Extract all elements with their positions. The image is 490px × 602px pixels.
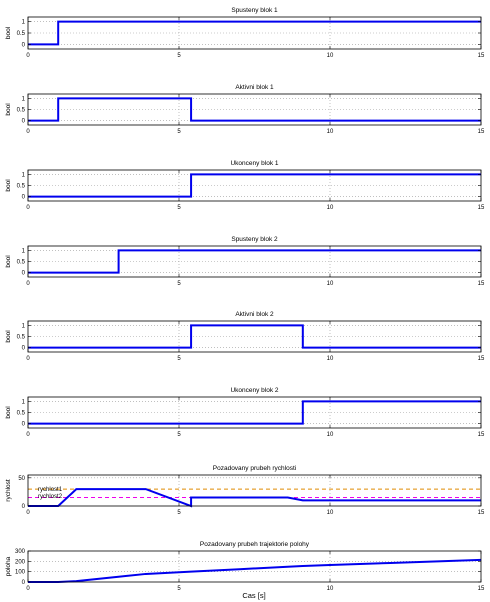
x-tick-label: 10 bbox=[327, 129, 334, 135]
x-tick-label: 10 bbox=[327, 205, 334, 211]
y-axis-label: bool bbox=[5, 330, 12, 343]
subplot-title: Ukonceny blok 2 bbox=[230, 387, 278, 394]
y-tick-label: 1 bbox=[22, 172, 26, 178]
x-tick-label: 5 bbox=[177, 53, 181, 59]
series-line-1 bbox=[28, 173, 481, 198]
x-tick-label: 0 bbox=[26, 432, 30, 438]
x-tick-label: 10 bbox=[327, 510, 334, 516]
subplot-title: Pozadovany prubeh trajektorie polohy bbox=[200, 541, 310, 548]
annotation-label: rychlost2 bbox=[38, 494, 63, 500]
x-tick-label: 0 bbox=[26, 205, 30, 211]
x-tick-label: 0 bbox=[26, 129, 30, 135]
y-tick-label: 0 bbox=[22, 422, 26, 428]
subplot-4: Spusteny blok 2 0 5 10 15 0 0.5 1 bool bbox=[5, 236, 485, 287]
y-axis-label: bool bbox=[5, 406, 12, 419]
x-tick-label: 15 bbox=[478, 586, 485, 592]
subplot-8: Pozadovany prubeh trajektorie polohy 0 5 10… bbox=[5, 541, 485, 592]
x-tick-label: 10 bbox=[327, 356, 334, 362]
y-tick-label: 0 bbox=[22, 195, 26, 201]
x-tick-label: 5 bbox=[177, 205, 181, 211]
x-tick-label: 15 bbox=[478, 129, 485, 135]
x-tick-label: 0 bbox=[26, 281, 30, 287]
x-tick-label: 5 bbox=[177, 356, 181, 362]
x-tick-label: 0 bbox=[26, 510, 30, 516]
x-tick-label: 0 bbox=[26, 356, 30, 362]
x-tick-label: 10 bbox=[327, 586, 334, 592]
x-tick-label: 5 bbox=[177, 432, 181, 438]
x-tick-label: 15 bbox=[478, 510, 485, 516]
series-line-1 bbox=[28, 249, 481, 274]
y-axis-label: bool bbox=[5, 26, 12, 39]
y-axis-label: bool bbox=[5, 179, 12, 192]
x-tick-label: 15 bbox=[478, 432, 485, 438]
y-tick-label: 300 bbox=[15, 549, 26, 555]
y-tick-label: 100 bbox=[15, 570, 26, 576]
subplot-title: Aktivni blok 1 bbox=[235, 84, 274, 91]
y-tick-label: 50 bbox=[18, 476, 25, 482]
y-tick-label: 0.5 bbox=[17, 260, 26, 266]
y-tick-label: 0.5 bbox=[17, 335, 26, 341]
y-tick-label: 0 bbox=[22, 580, 26, 586]
x-tick-label: 5 bbox=[177, 281, 181, 287]
y-tick-label: 0.5 bbox=[17, 411, 26, 417]
y-tick-label: 0 bbox=[22, 271, 26, 277]
x-tick-label: 10 bbox=[327, 432, 334, 438]
y-tick-label: 0.5 bbox=[17, 108, 26, 114]
y-tick-label: 200 bbox=[15, 559, 26, 565]
x-tick-label: 0 bbox=[26, 586, 30, 592]
series-line-1 bbox=[28, 97, 481, 122]
series-line-1 bbox=[28, 324, 481, 349]
x-tick-label: 5 bbox=[177, 586, 181, 592]
x-tick-label: 0 bbox=[26, 53, 30, 59]
y-tick-label: 1 bbox=[22, 323, 26, 329]
subplot-3: Ukonceny blok 1 0 5 10 15 0 0.5 1 bool bbox=[5, 160, 485, 211]
y-tick-label: 0 bbox=[22, 42, 26, 48]
subplot-title: Pozadovany prubeh rychlosti bbox=[213, 465, 296, 472]
subplot-5: Aktivni blok 2 0 5 10 15 0 0.5 1 bool bbox=[5, 311, 485, 362]
y-tick-label: 0.5 bbox=[17, 31, 26, 37]
y-axis-label: bool bbox=[5, 103, 12, 116]
subplot-7: Pozadovany prubeh rychlostirychlost1rych… bbox=[5, 465, 485, 516]
subplot-title: Spusteny blok 1 bbox=[231, 7, 278, 14]
y-axis-label: rychlost bbox=[5, 479, 12, 502]
y-tick-label: 1 bbox=[22, 399, 26, 405]
series-line-1 bbox=[28, 400, 481, 425]
x-tick-label: 10 bbox=[327, 53, 334, 59]
y-axis-label: poloha bbox=[5, 556, 12, 576]
x-tick-label: 5 bbox=[177, 510, 181, 516]
axes-frame bbox=[27, 550, 482, 583]
subplot-1: Spusteny blok 1 0 5 10 15 0 0.5 1 bool bbox=[5, 7, 485, 59]
subplot-title: Aktivni blok 2 bbox=[235, 311, 274, 318]
series-line-1 bbox=[28, 20, 481, 46]
y-tick-label: 1 bbox=[22, 248, 26, 254]
x-tick-label: 5 bbox=[177, 129, 181, 135]
x-tick-label: 15 bbox=[478, 53, 485, 59]
y-tick-label: 0 bbox=[22, 119, 26, 125]
annotation-label: rychlost1 bbox=[38, 487, 63, 493]
subplot-6: Ukonceny blok 2 0 5 10 15 0 0.5 1 bool bbox=[5, 387, 485, 438]
y-tick-label: 0.5 bbox=[17, 184, 26, 190]
y-tick-label: 1 bbox=[22, 20, 26, 26]
y-tick-label: 1 bbox=[22, 96, 26, 102]
x-tick-label: 10 bbox=[327, 281, 334, 287]
subplot-2: Aktivni blok 1 0 5 10 15 0 0.5 1 bool bbox=[5, 84, 485, 135]
axes-frame bbox=[27, 474, 482, 507]
x-tick-label: 15 bbox=[478, 356, 485, 362]
subplot-title: Spusteny blok 2 bbox=[231, 236, 278, 243]
x-tick-label: 15 bbox=[478, 205, 485, 211]
figure-x-axis-label: Cas [s] bbox=[242, 591, 265, 600]
subplot-title: Ukonceny blok 1 bbox=[230, 160, 278, 167]
series-line-1 bbox=[28, 558, 482, 583]
y-axis-label: bool bbox=[5, 255, 12, 268]
y-tick-label: 0 bbox=[22, 346, 26, 352]
x-tick-label: 15 bbox=[478, 281, 485, 287]
y-tick-label: 0 bbox=[22, 504, 26, 510]
